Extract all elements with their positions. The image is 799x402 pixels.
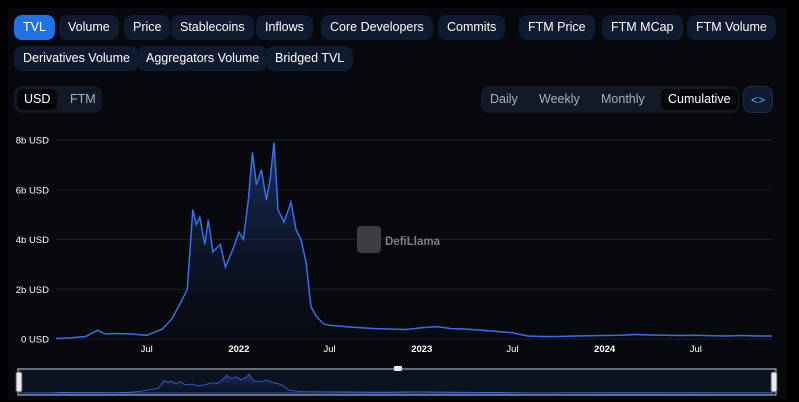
embed-code-button[interactable]: <>	[743, 86, 773, 113]
tab-stablecoins[interactable]: Stablecoins	[171, 15, 254, 40]
brush-preview	[19, 373, 774, 394]
period-toggle: Daily Weekly Monthly Cumulative	[481, 86, 739, 113]
y-tick-label: 2b USD	[16, 285, 49, 296]
tab-inflows[interactable]: Inflows	[256, 15, 313, 40]
tab-ftm-mcap[interactable]: FTM MCap	[602, 15, 683, 40]
x-tick-label: Jul	[690, 344, 702, 355]
x-tick-label: 2022	[228, 344, 249, 355]
tab-derivatives-volume[interactable]: Derivatives Volume	[14, 46, 139, 71]
brush-handle-right[interactable]	[770, 371, 778, 393]
tab-bridged-tvl[interactable]: Bridged TVL	[266, 46, 354, 71]
x-tick-label: Jul	[506, 344, 518, 355]
defillama-watermark: DefiLlama	[357, 226, 441, 253]
tab-price[interactable]: Price	[124, 15, 171, 40]
range-brush[interactable]	[15, 366, 778, 396]
denomination-toggle: USD FTM	[14, 86, 102, 113]
watermark-text: DefiLlama	[385, 236, 441, 248]
tab-aggregators-volume[interactable]: Aggregators Volume	[137, 46, 269, 71]
x-axis: Jul 2022 Jul 2023 Jul 2024 Jul	[141, 344, 702, 355]
ftm-button[interactable]: FTM	[70, 92, 96, 106]
y-axis: 0 USD 2b USD 4b USD 6b USD 8b USD	[16, 136, 49, 346]
daily-button[interactable]: Daily	[490, 92, 518, 106]
usd-button[interactable]: USD	[17, 89, 58, 110]
weekly-button[interactable]: Weekly	[539, 92, 580, 106]
y-tick-label: 6b USD	[16, 185, 49, 196]
monthly-button[interactable]: Monthly	[601, 92, 645, 106]
x-tick-label: 2023	[411, 344, 432, 355]
code-icon: <>	[750, 93, 765, 107]
llama-logo-icon	[357, 226, 381, 253]
y-tick-label: 8b USD	[16, 136, 49, 147]
x-tick-label: Jul	[141, 344, 153, 355]
tab-core-developers[interactable]: Core Developers	[321, 15, 433, 40]
cumulative-button[interactable]: Cumulative	[661, 89, 738, 110]
tab-tvl[interactable]: TVL	[14, 15, 55, 40]
tvl-area	[56, 142, 772, 339]
x-tick-label: 2024	[594, 344, 616, 355]
y-tick-label: 4b USD	[16, 235, 49, 246]
brush-drag-handle[interactable]	[394, 366, 402, 371]
tab-commits[interactable]: Commits	[438, 15, 506, 40]
tab-ftm-volume[interactable]: FTM Volume	[687, 15, 776, 40]
tab-ftm-price[interactable]: FTM Price	[519, 15, 595, 40]
y-tick-label: 0 USD	[21, 335, 49, 346]
tab-volume[interactable]: Volume	[59, 15, 119, 40]
brush-handle-left[interactable]	[15, 371, 23, 393]
x-tick-label: Jul	[323, 344, 335, 355]
tvl-line	[55, 142, 772, 340]
